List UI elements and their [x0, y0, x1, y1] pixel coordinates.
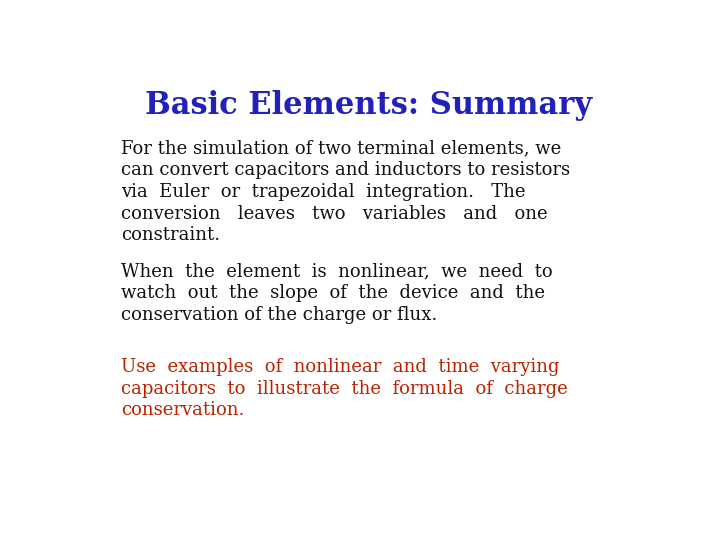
Text: constraint.: constraint.	[121, 226, 220, 244]
Text: Basic Elements: Summary: Basic Elements: Summary	[145, 90, 593, 121]
Text: capacitors  to  illustrate  the  formula  of  charge: capacitors to illustrate the formula of …	[121, 380, 567, 397]
Text: conversion   leaves   two   variables   and   one: conversion leaves two variables and one	[121, 205, 547, 222]
Text: watch  out  the  slope  of  the  device  and  the: watch out the slope of the device and th…	[121, 284, 545, 302]
Text: When  the  element  is  nonlinear,  we  need  to: When the element is nonlinear, we need t…	[121, 262, 552, 280]
Text: Use  examples  of  nonlinear  and  time  varying: Use examples of nonlinear and time varyi…	[121, 358, 559, 376]
Text: can convert capacitors and inductors to resistors: can convert capacitors and inductors to …	[121, 161, 570, 179]
Text: via  Euler  or  trapezoidal  integration.   The: via Euler or trapezoidal integration. Th…	[121, 183, 525, 201]
Text: conservation of the charge or flux.: conservation of the charge or flux.	[121, 306, 437, 323]
Text: For the simulation of two terminal elements, we: For the simulation of two terminal eleme…	[121, 140, 561, 158]
Text: conservation.: conservation.	[121, 401, 244, 419]
